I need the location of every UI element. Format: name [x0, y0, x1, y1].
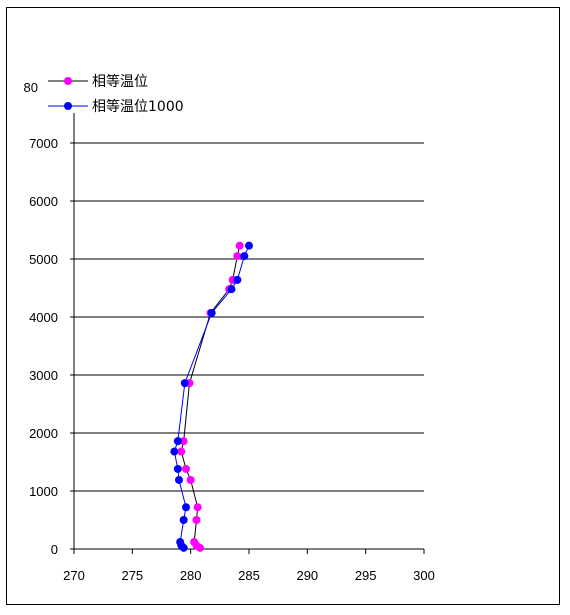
data-point-s1-7	[182, 464, 190, 473]
data-point-s2-10	[180, 379, 189, 388]
x-tick-labels: 270 275 280 285 290 295 300	[63, 568, 435, 583]
x-tick-label-280: 280	[180, 568, 202, 583]
x-tick-label-270: 270	[63, 568, 85, 583]
legend: 相等温位 相等温位1000	[48, 73, 184, 115]
data-point-s1-5	[193, 503, 202, 512]
data-point-s2-7	[173, 464, 182, 473]
data-point-s2-8	[170, 447, 179, 456]
y-tick-labels: 0 1000 2000 3000 4000 5000 6000 7000	[29, 136, 58, 557]
data-point-s2-6	[175, 475, 183, 484]
data-point-s1-6	[186, 475, 195, 484]
data-point-s2-12	[227, 285, 236, 294]
y-tick-label-3000: 3000	[29, 368, 58, 383]
x-tick-label-290: 290	[296, 568, 318, 583]
data-point-s2-4	[179, 516, 188, 524]
legend-item-series-1: 相等温位	[48, 73, 148, 90]
axes	[70, 113, 425, 554]
x-tick-label-285: 285	[238, 568, 260, 583]
data-point-s2-3	[176, 538, 185, 547]
data-point-s2-11	[207, 308, 216, 317]
y-tick-label-7000: 7000	[29, 136, 58, 151]
series-group	[170, 241, 253, 552]
y-tick-label-2000: 2000	[29, 426, 58, 441]
series-2	[170, 241, 253, 552]
data-point-s2-13	[233, 275, 242, 284]
legend-label-series-1: 相等温位	[92, 73, 148, 90]
data-point-s2-9	[173, 437, 182, 446]
y-tick-label-0: 0	[51, 542, 58, 557]
legend-marker-series-1	[64, 77, 72, 85]
data-point-s1-14	[233, 252, 242, 261]
series-line-2	[173, 245, 250, 549]
legend-item-series-2: 相等温位1000	[48, 98, 184, 115]
x-tick-label-295: 295	[355, 568, 377, 583]
x-tick-label-300: 300	[413, 568, 435, 583]
data-point-s2-15	[245, 241, 253, 250]
x-tick-label-275: 275	[121, 568, 143, 583]
y-tick-label-1000: 1000	[29, 484, 58, 499]
gridlines	[74, 142, 424, 492]
data-point-s1-8	[177, 447, 186, 456]
data-point-s1-9	[179, 437, 188, 446]
data-point-s2-5	[182, 503, 190, 512]
legend-marker-series-2	[64, 102, 72, 110]
y-tick-label-5000: 5000	[29, 252, 58, 267]
legend-label-series-2: 相等温位1000	[92, 98, 184, 115]
y-stray-label: 80	[24, 80, 38, 95]
chart-frame	[6, 7, 560, 605]
y-tick-label-6000: 6000	[29, 194, 58, 209]
data-point-s1-4	[192, 516, 201, 524]
data-point-s2-14	[240, 252, 249, 261]
data-point-s1-3	[190, 538, 199, 547]
data-point-s1-15	[235, 241, 244, 250]
y-tick-label-4000: 4000	[29, 310, 58, 325]
